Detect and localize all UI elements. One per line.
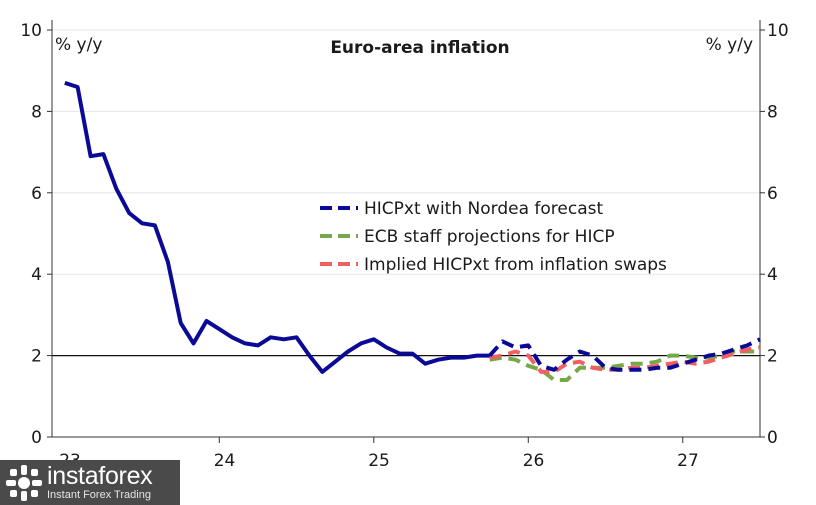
y-tick-label-right: 8 (767, 102, 778, 122)
right-unit-label: % y/y (706, 35, 753, 55)
x-tick-label: 27 (677, 451, 699, 471)
legend-label: ECB staff projections for HICP (364, 227, 615, 247)
series-lines (64, 80, 761, 382)
y-tick-label-left: 6 (31, 184, 42, 204)
y-tick-label-right: 0 (767, 428, 778, 448)
axes: 002244668810102324252627 (20, 20, 789, 471)
legend-label: HICPxt with Nordea forecast (364, 199, 603, 219)
y-tick-label-left: 0 (31, 428, 42, 448)
x-tick-label: 25 (368, 451, 390, 471)
series-line-hicpxt-with-nordea-forecast-dashed (488, 337, 761, 372)
watermark-brand: instaforex (47, 462, 153, 490)
instaforex-watermark: instaforex Instant Forex Trading (0, 460, 180, 505)
y-tick-label-right: 4 (767, 265, 778, 285)
y-tick-label-left: 4 (31, 265, 42, 285)
y-tick-label-right: 2 (767, 347, 778, 367)
legend: HICPxt with Nordea forecast ECB staff pro… (320, 199, 667, 275)
gridlines (52, 29, 760, 357)
left-unit-label: % y/y (55, 35, 102, 55)
series-line-implied-hicpxt-from-inflation-swaps-dashed (489, 345, 761, 374)
watermark-tagline: Instant Forex Trading (47, 489, 151, 501)
x-tick-label: 26 (523, 451, 545, 471)
y-tick-label-left: 10 (20, 21, 42, 41)
y-tick-label-left: 2 (31, 347, 42, 367)
y-tick-label-left: 8 (31, 102, 42, 122)
x-tick-label: 24 (214, 451, 236, 471)
y-tick-label-right: 6 (767, 184, 778, 204)
series-line-hicpxt-with-nordea-forecast-solid (64, 80, 490, 374)
instaforex-logo-icon (6, 464, 42, 501)
legend-label: Implied HICPxt from inflation swaps (364, 255, 667, 275)
y-tick-label-right: 10 (767, 21, 789, 41)
chart-title: Euro-area inflation (330, 38, 509, 58)
